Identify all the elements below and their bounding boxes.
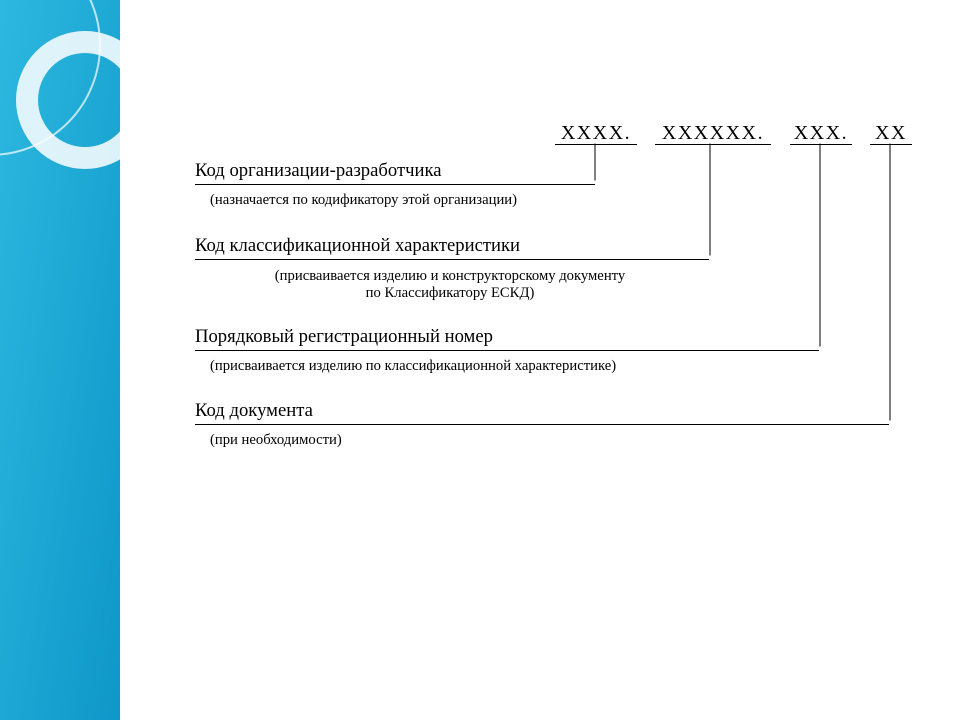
row-note-1: (назначается по кодификатору этой органи…	[210, 192, 517, 209]
code-field-3: ХХХ.	[790, 122, 852, 145]
row-title-3: Порядковый регистрационный номер	[195, 326, 819, 351]
row-note-4: (при необходимости)	[210, 432, 342, 449]
row-note-2: (присваивается изделию и конструкторском…	[195, 268, 705, 302]
code-field-2: ХХХХХХ.	[655, 122, 771, 145]
row-title-1: Код организации-разработчика	[195, 160, 595, 185]
slide-canvas: ХХХХ. ХХХХХХ. ХХХ. ХХ Код организации-разра…	[0, 0, 960, 720]
row-title-2: Код классификационной характеристики	[195, 235, 709, 260]
code-field-4: ХХ	[870, 122, 912, 145]
row-note-3: (присваивается изделию по классификацион…	[210, 358, 616, 375]
code-field-1: ХХХХ.	[555, 122, 637, 145]
row-title-4: Код документа	[195, 400, 889, 425]
